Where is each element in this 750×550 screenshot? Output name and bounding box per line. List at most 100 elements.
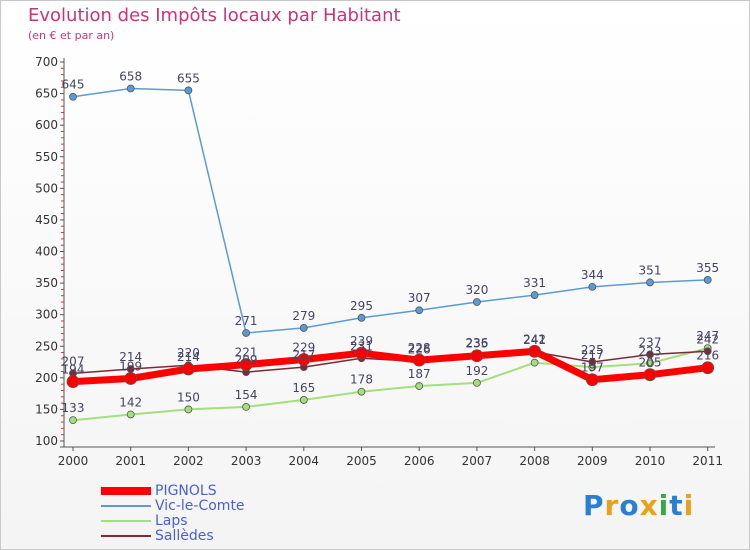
data-point xyxy=(588,358,597,366)
data-point xyxy=(357,387,366,396)
data-point xyxy=(530,291,539,299)
data-label: 216 xyxy=(696,349,719,363)
logo-letter: i xyxy=(683,489,695,522)
data-point xyxy=(297,353,311,366)
data-label: 237 xyxy=(639,335,662,349)
data-point xyxy=(242,402,251,411)
data-label: 236 xyxy=(465,336,488,350)
data-point xyxy=(472,378,481,387)
data-point xyxy=(412,353,426,367)
data-point xyxy=(184,86,193,95)
data-point xyxy=(646,359,654,368)
x-tick-label: 2008 xyxy=(519,454,550,468)
data-label: 239 xyxy=(350,334,373,348)
logo-letter: o xyxy=(619,489,640,522)
data-label: 214 xyxy=(177,350,200,364)
data-label: 235 xyxy=(465,337,488,351)
logo-letter: r xyxy=(604,489,620,522)
data-point xyxy=(703,347,712,356)
data-label: 225 xyxy=(581,343,604,357)
data-label: 226 xyxy=(408,342,431,356)
logo-letter: x xyxy=(639,489,659,522)
legend-swatch xyxy=(101,487,151,495)
legend-swatch xyxy=(101,535,151,537)
data-label: 242 xyxy=(523,332,546,346)
legend-label: PIGNOLS xyxy=(155,483,217,499)
x-tick-label: 2011 xyxy=(692,454,723,468)
x-tick-label: 2003 xyxy=(231,454,262,468)
data-label: 223 xyxy=(639,344,662,358)
y-tick-label: 700 xyxy=(35,55,58,69)
data-point xyxy=(299,396,308,404)
data-label: 197 xyxy=(581,361,604,375)
data-label: 214 xyxy=(119,350,142,364)
data-label: 242 xyxy=(696,332,719,346)
chart-subtitle: (en € et par an) xyxy=(28,29,115,42)
y-tick-label: 500 xyxy=(35,181,58,195)
proxiti-logo: Proxiti xyxy=(583,489,694,522)
legend-swatch xyxy=(101,520,151,522)
data-label: 645 xyxy=(62,78,85,92)
data-point xyxy=(703,276,712,284)
data-label: 351 xyxy=(639,263,662,277)
data-label: 217 xyxy=(581,348,604,362)
data-point xyxy=(239,358,253,371)
logo-letter: P xyxy=(583,489,605,522)
data-label: 150 xyxy=(177,390,200,404)
x-tick-label: 2007 xyxy=(462,454,493,468)
series-line-0 xyxy=(69,347,712,386)
data-label: 165 xyxy=(292,381,315,395)
x-tick-label: 2004 xyxy=(289,454,320,468)
y-tick-label: 350 xyxy=(35,276,58,290)
x-tick-label: 2001 xyxy=(115,454,146,468)
data-label: 228 xyxy=(408,341,431,355)
data-label: 154 xyxy=(235,388,258,402)
y-tick-label: 200 xyxy=(35,371,58,385)
data-label: 207 xyxy=(62,354,85,368)
data-point xyxy=(472,298,481,306)
data-label: 307 xyxy=(408,291,431,305)
data-label: 295 xyxy=(350,299,373,313)
y-tick-label: 550 xyxy=(35,150,58,164)
data-label: 199 xyxy=(119,359,142,373)
y-tick-label: 150 xyxy=(35,402,58,416)
data-point xyxy=(530,358,539,367)
y-tick-label: 250 xyxy=(35,339,58,353)
data-point xyxy=(66,375,80,389)
data-point xyxy=(357,313,366,322)
data-point xyxy=(646,350,654,359)
data-label: 658 xyxy=(119,70,142,84)
data-label: 331 xyxy=(523,276,546,290)
y-tick-label: 600 xyxy=(35,118,58,132)
series-line-2 xyxy=(72,347,709,422)
data-label: 271 xyxy=(235,314,258,328)
y-tick-label: 300 xyxy=(35,308,58,322)
x-tick-label: 2005 xyxy=(346,454,377,468)
y-tick-label: 400 xyxy=(35,245,58,259)
data-label: 142 xyxy=(119,395,142,409)
data-point xyxy=(646,278,654,287)
data-label: 187 xyxy=(408,367,431,381)
data-point xyxy=(415,382,424,390)
logo-letter: i xyxy=(658,489,670,522)
data-label: 205 xyxy=(639,356,662,370)
legend-label: Sallèdes xyxy=(155,528,214,544)
data-point xyxy=(126,410,135,419)
data-point xyxy=(181,362,195,376)
legend-swatch xyxy=(101,505,151,507)
x-tick-label: 2010 xyxy=(635,454,666,468)
data-label: 231 xyxy=(350,339,373,353)
data-label: 241 xyxy=(523,333,546,347)
x-tick-label: 2009 xyxy=(577,454,608,468)
data-label: 247 xyxy=(696,329,719,343)
y-tick-label: 100 xyxy=(35,434,58,448)
y-tick-label: 450 xyxy=(35,213,58,227)
data-label: 655 xyxy=(177,71,200,85)
data-label: 355 xyxy=(696,261,719,275)
data-label: 217 xyxy=(292,348,315,362)
chart-title: Evolution des Impôts locaux par Habitant xyxy=(28,5,401,26)
x-tick-label: 2000 xyxy=(58,454,89,468)
data-point xyxy=(69,92,77,101)
